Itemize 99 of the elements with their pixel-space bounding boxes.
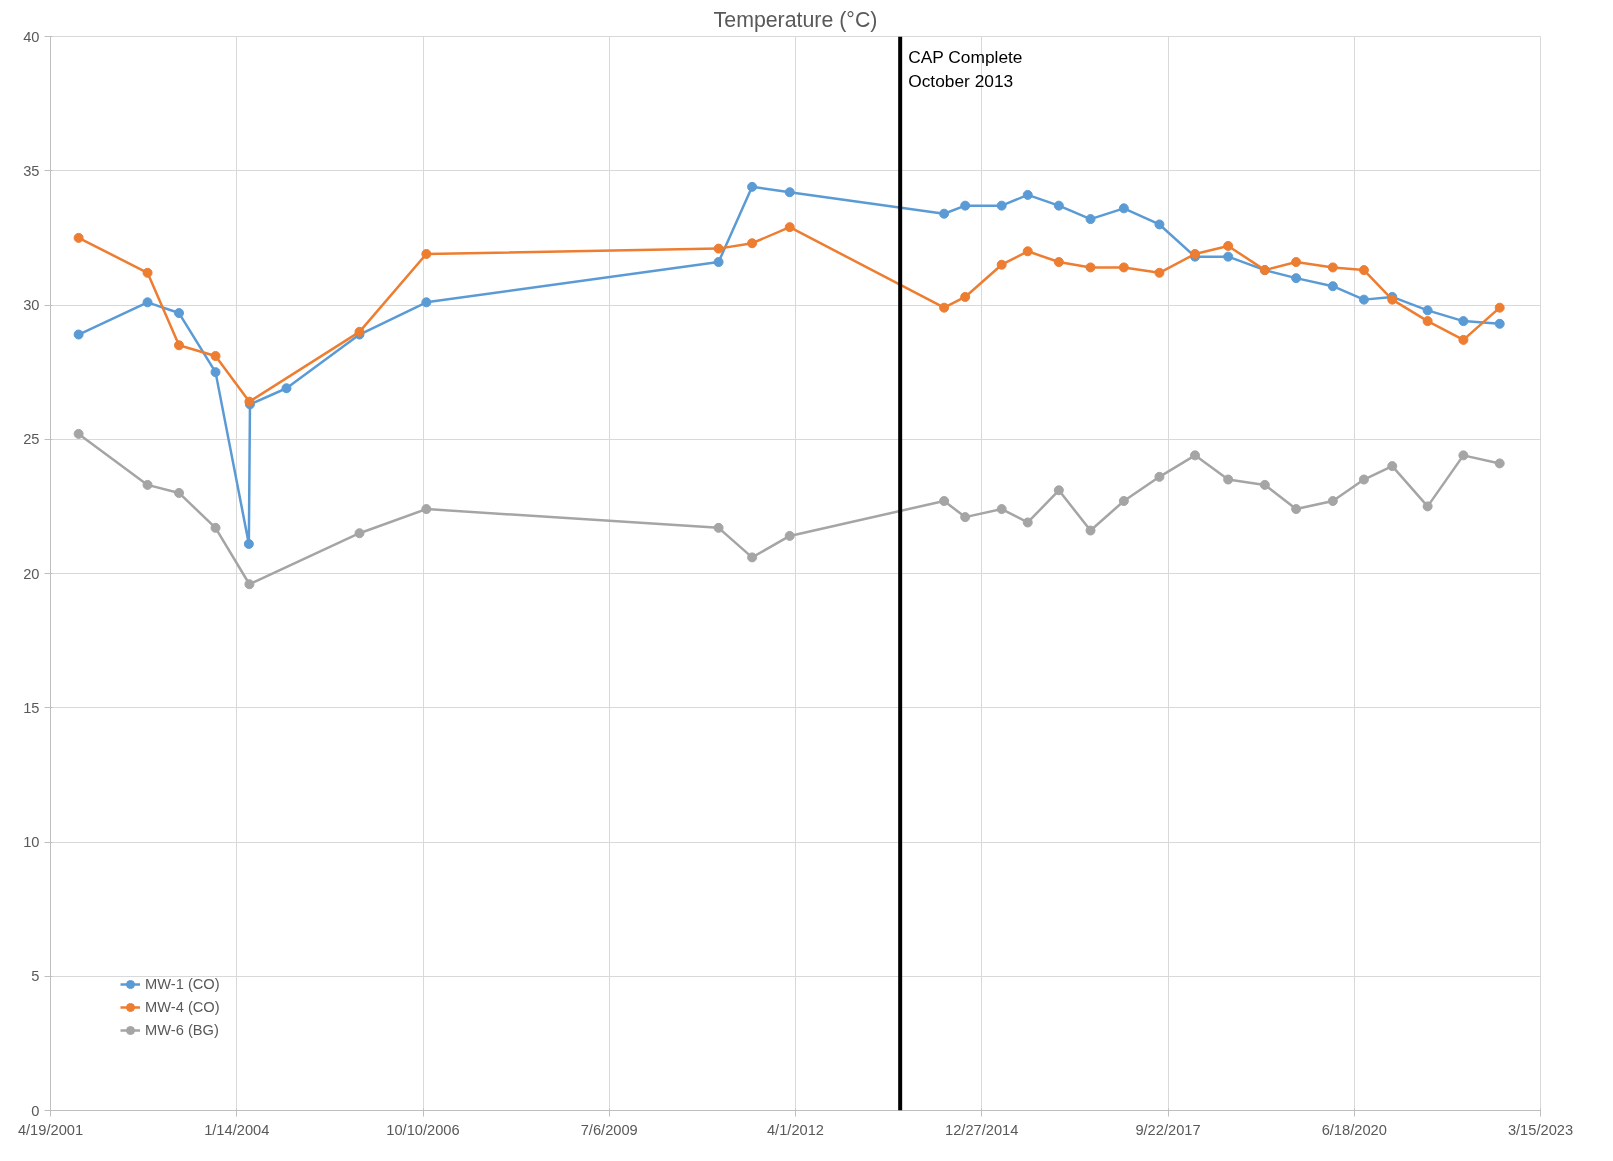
point [1259,479,1270,490]
point [1291,504,1302,515]
x-tick-label: 1/14/2004 [204,1121,270,1138]
point [174,487,185,498]
point [1085,214,1096,225]
point [174,340,185,351]
x-tick-label: 6/18/2020 [1321,1121,1387,1138]
x-tick-label: 12/27/2014 [945,1121,1019,1138]
point [939,208,950,219]
x-tick-label: 9/22/2017 [1135,1121,1201,1138]
point [354,528,365,539]
point [747,552,758,563]
x-tick-label: 4/1/2012 [766,1121,825,1138]
legend-label: MW-1 (CO) [145,976,220,992]
point [939,302,950,313]
point [1458,316,1469,327]
point [1022,246,1033,257]
point [1422,305,1433,316]
point [142,267,153,278]
point [1154,219,1165,230]
point [1387,461,1398,472]
y-tick-label: 20 [23,565,40,582]
point [421,504,432,515]
y-tick-label: 10 [23,834,40,850]
point [243,538,254,549]
legend-label: MW-4 (CO) [145,999,220,1015]
point [421,297,432,308]
point [784,530,795,541]
point [1358,474,1369,485]
point [1154,267,1165,278]
y-tick-label: 40 [23,28,40,45]
point [73,232,84,243]
point [1327,496,1338,506]
point [1223,251,1234,262]
point [996,259,1007,270]
point [1291,257,1302,268]
point [713,243,724,254]
point [784,222,795,233]
point [1223,240,1234,251]
point [142,479,153,490]
point [784,187,795,198]
point [1085,262,1096,273]
point [996,200,1007,211]
point [1190,450,1201,461]
point [1494,458,1505,469]
point [421,248,432,259]
point [960,291,971,302]
point [713,522,724,533]
point [1291,273,1302,284]
x-tick-label: 10/10/2006 [386,1121,460,1138]
point [1085,525,1096,536]
point [1053,200,1064,211]
point [210,351,221,362]
point [1118,496,1129,506]
point [210,522,221,533]
x-tick-label: 7/6/2009 [580,1121,638,1138]
point [1154,471,1165,482]
point [747,181,758,192]
point [244,579,255,590]
point [142,297,153,308]
point [281,383,292,394]
point [1358,265,1369,276]
point [1358,294,1369,305]
y-tick-label: 15 [23,699,40,716]
point [1422,501,1433,512]
chart-title: Temperature (°C) [713,7,878,32]
point [960,200,971,211]
point [1422,316,1433,327]
point [1022,189,1033,200]
x-tick-label: 3/15/2023 [1507,1121,1574,1138]
y-tick-label: 30 [23,297,40,313]
y-tick-label: 5 [31,968,40,985]
point [1022,517,1033,528]
point [210,367,221,378]
point [1053,257,1064,268]
ref-line-label: CAP Complete October 2013 [908,46,1023,91]
point [1494,302,1505,313]
point [713,257,724,268]
point [747,238,758,249]
point [73,329,84,340]
point [174,308,185,319]
point [73,428,84,439]
y-tick-label: 25 [23,431,40,448]
legend-label: MW-6 (BG) [145,1022,219,1038]
point [1494,318,1505,329]
point [1118,203,1129,214]
point [1327,262,1338,273]
point [1118,262,1129,273]
point [960,512,971,523]
point [1458,450,1469,461]
point [1053,485,1064,496]
point [996,504,1007,515]
point [939,496,950,506]
x-tick-label: 4/19/2001 [17,1121,84,1138]
point [1223,474,1234,485]
y-tick-label: 35 [23,162,40,179]
y-tick-label: 0 [31,1102,40,1119]
point [1458,334,1469,345]
point [1327,281,1338,292]
